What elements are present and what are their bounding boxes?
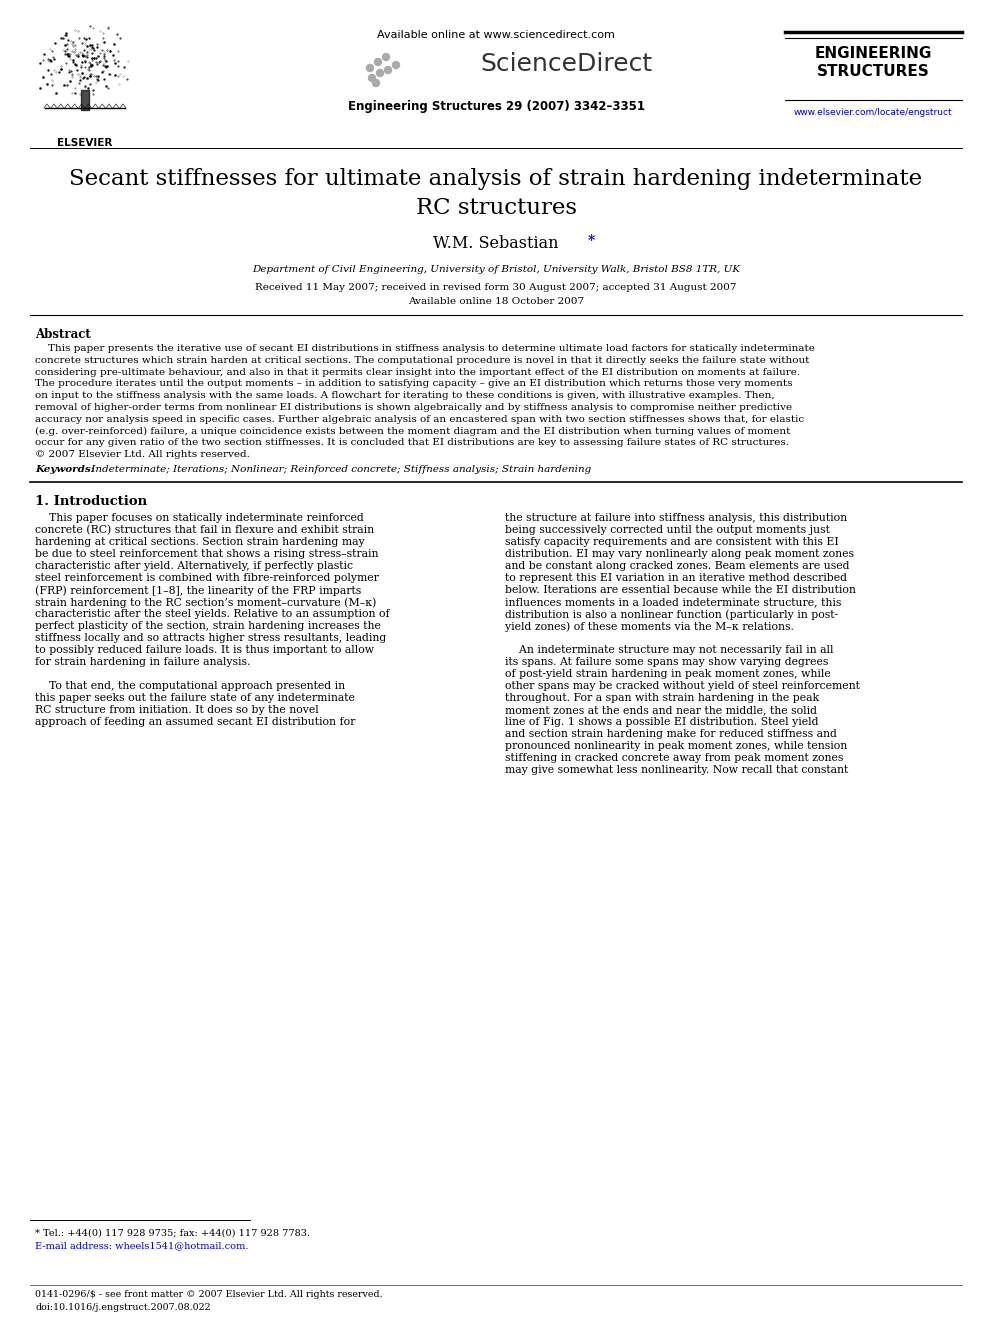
Text: www.elsevier.com/locate/engstruct: www.elsevier.com/locate/engstruct	[794, 108, 952, 116]
Text: perfect plasticity of the section, strain hardening increases the: perfect plasticity of the section, strai…	[35, 620, 381, 631]
Circle shape	[377, 70, 384, 77]
Text: other spans may be cracked without yield of steel reinforcement: other spans may be cracked without yield…	[505, 681, 860, 691]
Text: being successively corrected until the output moments just: being successively corrected until the o…	[505, 525, 830, 534]
Text: Keywords:: Keywords:	[35, 464, 94, 474]
Text: its spans. At failure some spans may show varying degrees: its spans. At failure some spans may sho…	[505, 658, 828, 667]
Text: this paper seeks out the failure state of any indeterminate: this paper seeks out the failure state o…	[35, 693, 355, 703]
Text: moment zones at the ends and near the middle, the solid: moment zones at the ends and near the mi…	[505, 705, 817, 714]
Text: stiffening in cracked concrete away from peak moment zones: stiffening in cracked concrete away from…	[505, 753, 843, 763]
Text: throughout. For a span with strain hardening in the peak: throughout. For a span with strain harde…	[505, 693, 819, 703]
Text: may give somewhat less nonlinearity. Now recall that constant: may give somewhat less nonlinearity. Now…	[505, 765, 848, 775]
Text: of post-yield strain hardening in peak moment zones, while: of post-yield strain hardening in peak m…	[505, 669, 830, 679]
Circle shape	[385, 66, 392, 74]
Text: An indeterminate structure may not necessarily fail in all: An indeterminate structure may not neces…	[505, 646, 833, 655]
Text: and be constant along cracked zones. Beam elements are used: and be constant along cracked zones. Bea…	[505, 561, 849, 572]
Text: and section strain hardening make for reduced stiffness and: and section strain hardening make for re…	[505, 729, 837, 740]
Text: satisfy capacity requirements and are consistent with this EI: satisfy capacity requirements and are co…	[505, 537, 839, 546]
Text: This paper presents the iterative use of secant EI distributions in stiffness an: This paper presents the iterative use of…	[35, 344, 814, 353]
Text: be due to steel reinforcement that shows a rising stress–strain: be due to steel reinforcement that shows…	[35, 549, 379, 560]
Text: 1. Introduction: 1. Introduction	[35, 495, 147, 508]
Text: * Tel.: +44(0) 117 928 9735; fax: +44(0) 117 928 7783.: * Tel.: +44(0) 117 928 9735; fax: +44(0)…	[35, 1228, 310, 1237]
Text: ENGINEERING: ENGINEERING	[814, 46, 931, 61]
Text: RC structures: RC structures	[416, 197, 576, 220]
Text: Secant stiffnesses for ultimate analysis of strain hardening indeterminate: Secant stiffnesses for ultimate analysis…	[69, 168, 923, 191]
Text: Engineering Structures 29 (2007) 3342–3351: Engineering Structures 29 (2007) 3342–33…	[347, 101, 645, 112]
Text: to possibly reduced failure loads. It is thus important to allow: to possibly reduced failure loads. It is…	[35, 646, 374, 655]
Text: STRUCTURES: STRUCTURES	[816, 64, 930, 79]
Text: influences moments in a loaded indeterminate structure, this: influences moments in a loaded indetermi…	[505, 597, 841, 607]
Text: Received 11 May 2007; received in revised form 30 August 2007; accepted 31 Augus: Received 11 May 2007; received in revise…	[255, 283, 737, 292]
Text: Indeterminate; Iterations; Nonlinear; Reinforced concrete; Stiffness analysis; S: Indeterminate; Iterations; Nonlinear; Re…	[88, 464, 591, 474]
Text: stiffness locally and so attracts higher stress resultants, leading: stiffness locally and so attracts higher…	[35, 632, 386, 643]
Circle shape	[368, 74, 376, 82]
Text: Available online at www.sciencedirect.com: Available online at www.sciencedirect.co…	[377, 30, 615, 40]
Text: occur for any given ratio of the two section stiffnesses. It is concluded that E: occur for any given ratio of the two sec…	[35, 438, 789, 447]
Text: Abstract: Abstract	[35, 328, 90, 341]
Text: 0141-0296/$ - see front matter © 2007 Elsevier Ltd. All rights reserved.: 0141-0296/$ - see front matter © 2007 El…	[35, 1290, 383, 1299]
Text: distribution is also a nonlinear function (particularly in post-: distribution is also a nonlinear functio…	[505, 609, 838, 619]
Text: ScienceDirect: ScienceDirect	[480, 52, 652, 75]
Text: pronounced nonlinearity in peak moment zones, while tension: pronounced nonlinearity in peak moment z…	[505, 741, 847, 751]
Text: considering pre-ultimate behaviour, and also in that it permits clear insight in: considering pre-ultimate behaviour, and …	[35, 368, 801, 377]
Text: ELSEVIER: ELSEVIER	[58, 138, 113, 148]
Circle shape	[366, 65, 374, 71]
Text: concrete (RC) structures that fail in flexure and exhibit strain: concrete (RC) structures that fail in fl…	[35, 525, 374, 536]
Text: characteristic after the steel yields. Relative to an assumption of: characteristic after the steel yields. R…	[35, 609, 390, 619]
Circle shape	[383, 53, 390, 61]
Text: accuracy nor analysis speed in specific cases. Further algebraic analysis of an : accuracy nor analysis speed in specific …	[35, 415, 805, 423]
Text: strain hardening to the RC section’s moment–curvature (M–κ): strain hardening to the RC section’s mom…	[35, 597, 376, 607]
Text: hardening at critical sections. Section strain hardening may: hardening at critical sections. Section …	[35, 537, 365, 546]
Text: (e.g. over-reinforced) failure, a unique coincidence exists between the moment d: (e.g. over-reinforced) failure, a unique…	[35, 426, 791, 435]
Text: © 2007 Elsevier Ltd. All rights reserved.: © 2007 Elsevier Ltd. All rights reserved…	[35, 450, 250, 459]
Circle shape	[393, 61, 400, 69]
Text: This paper focuses on statically indeterminate reinforced: This paper focuses on statically indeter…	[35, 513, 364, 523]
Text: To that end, the computational approach presented in: To that end, the computational approach …	[35, 681, 345, 691]
Text: distribution. EI may vary nonlinearly along peak moment zones: distribution. EI may vary nonlinearly al…	[505, 549, 854, 560]
Text: *: *	[588, 234, 595, 247]
Text: below. Iterations are essential because while the EI distribution: below. Iterations are essential because …	[505, 585, 856, 595]
Text: concrete structures which strain harden at critical sections. The computational : concrete structures which strain harden …	[35, 356, 809, 365]
Text: approach of feeding an assumed secant EI distribution for: approach of feeding an assumed secant EI…	[35, 717, 355, 728]
Text: for strain hardening in failure analysis.: for strain hardening in failure analysis…	[35, 658, 250, 667]
Text: doi:10.1016/j.engstruct.2007.08.022: doi:10.1016/j.engstruct.2007.08.022	[35, 1303, 210, 1312]
Text: the structure at failure into stiffness analysis, this distribution: the structure at failure into stiffness …	[505, 513, 847, 523]
Circle shape	[373, 79, 380, 86]
Circle shape	[375, 58, 382, 66]
Text: E-mail address: wheels1541@hotmail.com.: E-mail address: wheels1541@hotmail.com.	[35, 1241, 249, 1250]
Text: yield zones) of these moments via the M–κ relations.: yield zones) of these moments via the M–…	[505, 620, 794, 631]
Text: RC structure from initiation. It does so by the novel: RC structure from initiation. It does so…	[35, 705, 318, 714]
Text: on input to the stiffness analysis with the same loads. A flowchart for iteratin: on input to the stiffness analysis with …	[35, 392, 775, 400]
Text: line of Fig. 1 shows a possible EI distribution. Steel yield: line of Fig. 1 shows a possible EI distr…	[505, 717, 818, 728]
Text: to represent this EI variation in an iterative method described: to represent this EI variation in an ite…	[505, 573, 847, 583]
Text: Available online 18 October 2007: Available online 18 October 2007	[408, 296, 584, 306]
Text: The procedure iterates until the output moments – in addition to satisfying capa: The procedure iterates until the output …	[35, 380, 793, 389]
Text: Department of Civil Engineering, University of Bristol, University Walk, Bristol: Department of Civil Engineering, Univers…	[252, 265, 740, 274]
Text: steel reinforcement is combined with fibre-reinforced polymer: steel reinforcement is combined with fib…	[35, 573, 379, 583]
Text: (FRP) reinforcement [1–8], the linearity of the FRP imparts: (FRP) reinforcement [1–8], the linearity…	[35, 585, 361, 595]
Text: W.M. Sebastian: W.M. Sebastian	[434, 235, 558, 251]
Text: characteristic after yield. Alternatively, if perfectly plastic: characteristic after yield. Alternativel…	[35, 561, 353, 572]
Text: removal of higher-order terms from nonlinear EI distributions is shown algebraic: removal of higher-order terms from nonli…	[35, 404, 793, 411]
